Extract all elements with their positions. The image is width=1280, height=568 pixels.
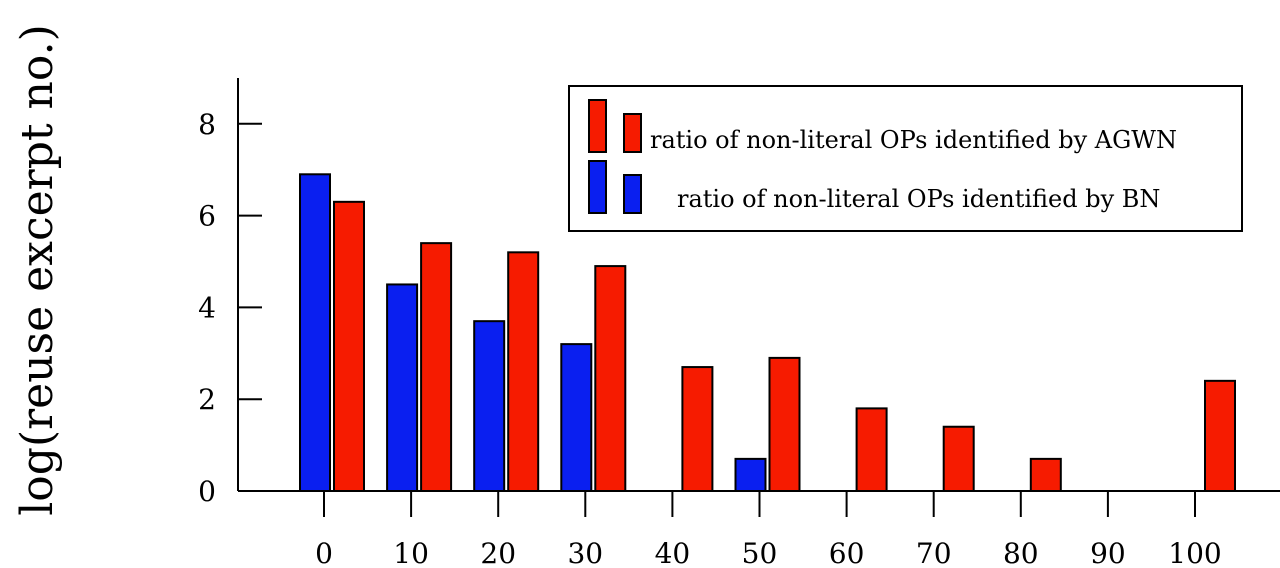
bar-agwn-40: [681, 366, 714, 493]
y-tick-label: 6: [198, 200, 216, 233]
bar-agwn-30: [594, 265, 627, 492]
bar-bn-30: [560, 343, 593, 492]
x-tick-label: 50: [742, 537, 778, 568]
x-ticks: 0 10 20 30 40 50 60 70 80 90 100: [315, 491, 1222, 568]
legend: ratio of non-literal OPs identified by A…: [568, 85, 1243, 232]
x-tick-label: 30: [567, 537, 603, 568]
x-tick-label: 40: [655, 537, 691, 568]
y-tick-label: 2: [198, 383, 216, 416]
y-ticks: 0 2 4 6 8: [198, 108, 262, 508]
legend-entry-agwn: ratio of non-literal OPs identified by A…: [588, 99, 1177, 154]
legend-label-agwn: ratio of non-literal OPs identified by A…: [650, 126, 1177, 154]
x-tick-label: 70: [916, 537, 952, 568]
bar-agwn-100: [1204, 379, 1236, 492]
legend-entry-bn: ratio of non-literal OPs identified by B…: [588, 160, 1160, 214]
x-tick-label: 90: [1090, 537, 1126, 568]
legend-swatch-agwn: [623, 113, 642, 153]
bars: [299, 173, 1236, 493]
y-axis-label: log(reuse excerpt no.): [12, 24, 63, 516]
x-tick-label: 60: [829, 537, 865, 568]
x-tick-label: 0: [315, 537, 333, 568]
x-tick-label: 20: [480, 537, 516, 568]
bar-agwn-20: [507, 251, 540, 492]
bar-agwn-70: [942, 425, 975, 492]
legend-label-bn: ratio of non-literal OPs identified by B…: [677, 185, 1160, 213]
y-tick-label: 4: [198, 291, 216, 324]
bar-bn-20: [473, 320, 506, 493]
legend-box: [568, 85, 1243, 232]
bar-agwn-10: [420, 242, 453, 492]
bar-agwn-0: [333, 200, 365, 493]
y-tick-label: 0: [198, 475, 216, 508]
bar-agwn-50: [768, 356, 801, 493]
bar-bn-10: [386, 283, 419, 493]
x-tick-label: 100: [1168, 537, 1221, 568]
bar-agwn-80: [1029, 457, 1062, 492]
legend-swatch-agwn: [588, 99, 607, 153]
y-tick-label: 8: [198, 108, 216, 141]
bar-agwn-60: [855, 407, 888, 493]
legend-swatch-bn: [588, 160, 607, 214]
x-tick-label: 10: [393, 537, 429, 568]
legend-swatch-bn: [623, 174, 642, 214]
x-tick-label: 80: [1003, 537, 1039, 568]
bar-bn-0: [299, 173, 331, 492]
bar-bn-50: [734, 457, 767, 492]
